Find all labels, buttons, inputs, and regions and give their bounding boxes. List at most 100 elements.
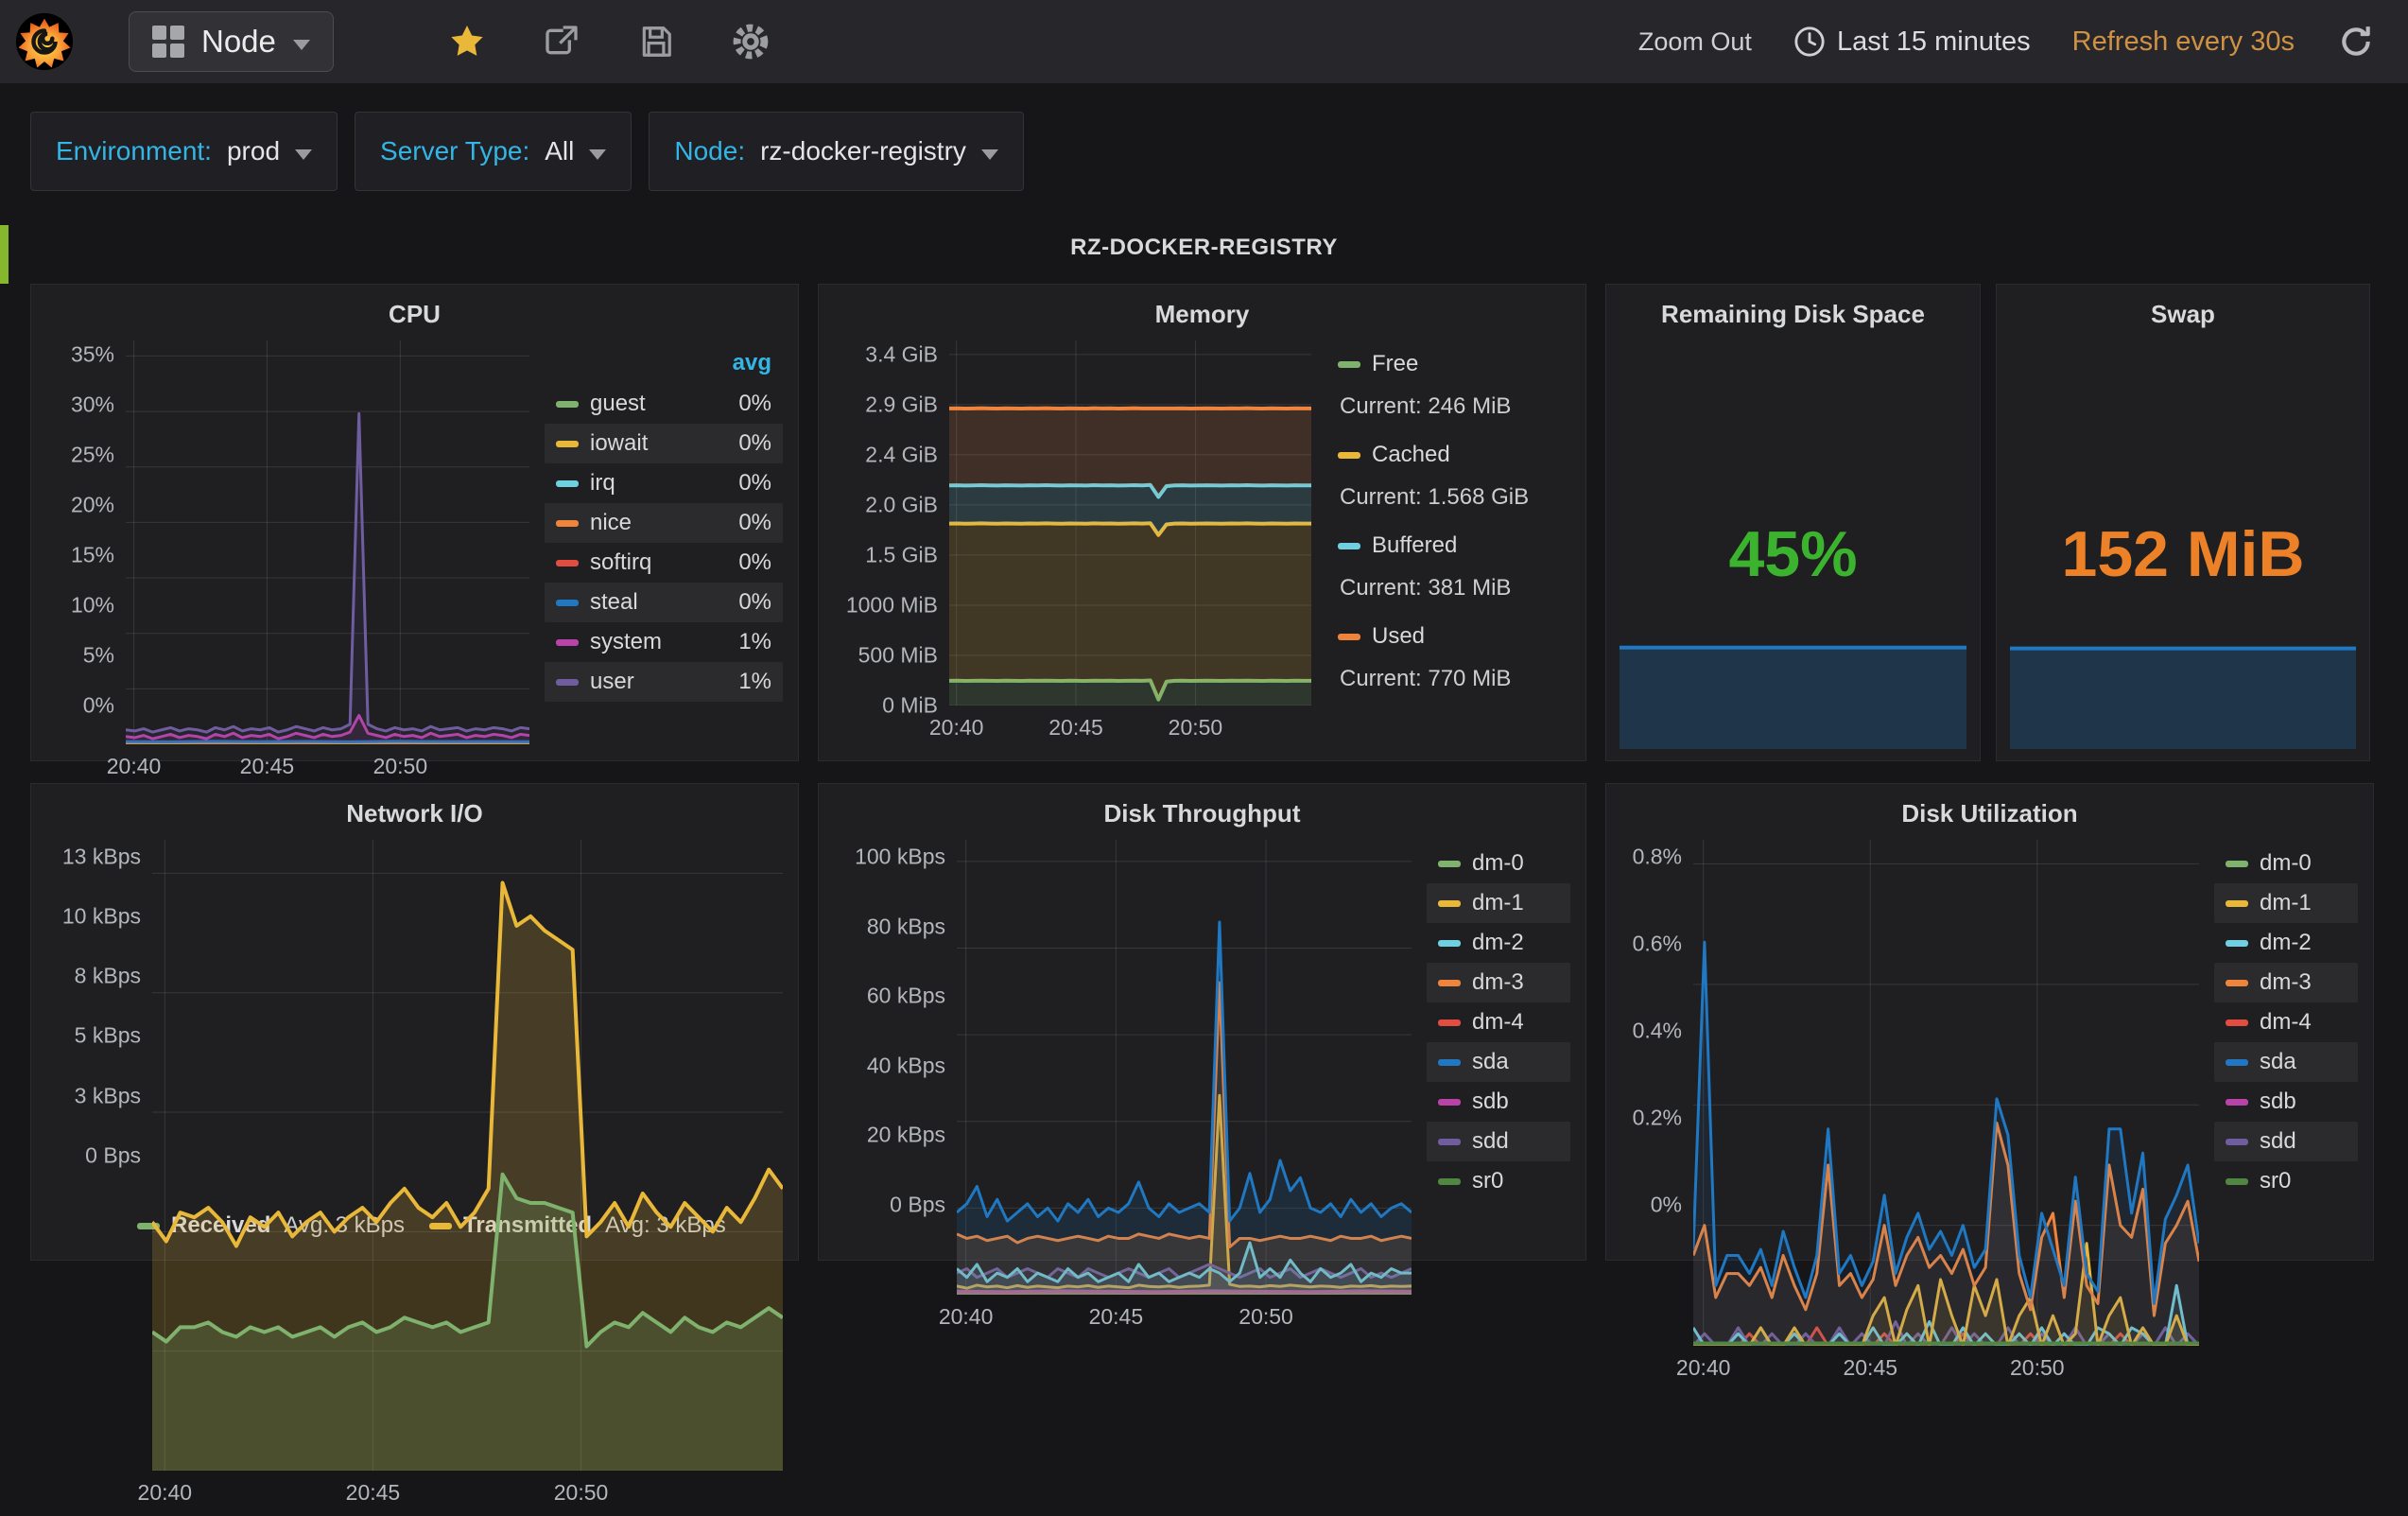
- chart-svg: [152, 840, 783, 1471]
- row-title[interactable]: RZ-DOCKER-REGISTRY: [0, 235, 2408, 261]
- x-tick-label: 20:50: [2010, 1355, 2065, 1381]
- star-icon[interactable]: [447, 22, 487, 61]
- legend-item-dm-2[interactable]: dm-2: [1427, 923, 1570, 963]
- legend-item-Buffered[interactable]: Buffered: [1326, 526, 1570, 566]
- chart-svg: [1693, 840, 2199, 1346]
- y-tick-label: 0 Bps: [85, 1143, 141, 1169]
- y-tick-label: 20 kBps: [867, 1123, 945, 1148]
- y-tick-label: 0%: [1651, 1193, 1682, 1218]
- x-tick-label: 20:40: [929, 715, 984, 741]
- gear-icon[interactable]: [731, 22, 771, 61]
- variable-label: Environment:: [56, 136, 212, 166]
- legend-item-sdd[interactable]: sdd: [2214, 1122, 2358, 1161]
- legend-swatch: [1438, 980, 1461, 986]
- y-tick-label: 0.6%: [1633, 932, 1682, 957]
- legend-swatch: [556, 480, 579, 487]
- cpu-chart[interactable]: [126, 340, 529, 744]
- dashboard-picker-button[interactable]: Node: [129, 11, 334, 72]
- legend-item-dm-2[interactable]: dm-2: [2214, 923, 2358, 963]
- save-icon[interactable]: [636, 22, 676, 61]
- disk-utilization-chart[interactable]: [1693, 840, 2199, 1346]
- share-icon[interactable]: [542, 22, 581, 61]
- legend-swatch: [2226, 940, 2248, 947]
- panel-title[interactable]: CPU: [46, 292, 783, 340]
- grafana-logo-icon[interactable]: [13, 7, 76, 77]
- x-tick-label: 20:45: [1089, 1304, 1144, 1330]
- y-tick-label: 40 kBps: [867, 1053, 945, 1078]
- refresh-interval-label[interactable]: Refresh every 30s: [2072, 26, 2295, 58]
- variable-value: rz-docker-registry: [760, 136, 966, 166]
- memory-chart[interactable]: [949, 340, 1311, 706]
- y-tick-label: 25%: [71, 442, 114, 467]
- legend-item-dm-0[interactable]: dm-0: [2214, 844, 2358, 883]
- disk-space-sparkline: [1620, 643, 1966, 749]
- legend-item-dm-1[interactable]: dm-1: [2214, 883, 2358, 923]
- legend-swatch: [2226, 980, 2248, 986]
- y-tick-label: 8 kBps: [75, 964, 141, 989]
- legend-item-dm-0[interactable]: dm-0: [1427, 844, 1570, 883]
- legend-item-Free[interactable]: Free: [1326, 344, 1570, 384]
- variable-value: prod: [227, 136, 280, 166]
- variable-label: Server Type:: [380, 136, 529, 166]
- panel-title[interactable]: Disk Throughput: [834, 792, 1570, 840]
- legend-item-sr0[interactable]: sr0: [1427, 1161, 1570, 1201]
- legend-item-Used[interactable]: Used: [1326, 617, 1570, 656]
- legend-item-dm-4[interactable]: dm-4: [1427, 1002, 1570, 1042]
- panel-title[interactable]: Swap: [2012, 292, 2354, 340]
- navbar: Node Zoom Out: [0, 0, 2408, 83]
- y-tick-label: 0.4%: [1633, 1019, 1682, 1044]
- y-tick-label: 1000 MiB: [846, 592, 938, 618]
- x-tick-label: 20:40: [107, 754, 162, 779]
- zoom-out-button[interactable]: Zoom Out: [1638, 27, 1752, 57]
- legend-swatch: [1338, 452, 1360, 459]
- legend-swatch: [1438, 1139, 1461, 1145]
- y-tick-label: 1.5 GiB: [865, 542, 938, 567]
- panel-title[interactable]: Memory: [834, 292, 1570, 340]
- disk-throughput-chart[interactable]: [957, 840, 1412, 1295]
- legend-swatch: [2226, 1139, 2248, 1145]
- legend-item-dm-4[interactable]: dm-4: [2214, 1002, 2358, 1042]
- legend-item-sda[interactable]: sda: [1427, 1042, 1570, 1082]
- legend-item-Cached[interactable]: Cached: [1326, 435, 1570, 475]
- variable-environment[interactable]: Environment: prod: [30, 112, 338, 191]
- x-tick-label: 20:50: [373, 754, 428, 779]
- chevron-down-icon: [293, 40, 310, 50]
- y-tick-label: 60 kBps: [867, 984, 945, 1009]
- panel-title[interactable]: Disk Utilization: [1621, 792, 2358, 840]
- legend-item-sdb[interactable]: sdb: [2214, 1082, 2358, 1122]
- variable-node[interactable]: Node: rz-docker-registry: [649, 112, 1024, 191]
- legend-item-sdb[interactable]: sdb: [1427, 1082, 1570, 1122]
- panel-title[interactable]: Network I/O: [46, 792, 783, 840]
- legend-item-sdd[interactable]: sdd: [1427, 1122, 1570, 1161]
- y-tick-label: 3.4 GiB: [865, 341, 938, 367]
- legend-item-sda[interactable]: sda: [2214, 1042, 2358, 1082]
- legend-swatch: [1338, 543, 1360, 549]
- legend-item-dm-3[interactable]: dm-3: [2214, 963, 2358, 1002]
- panel-disk-utilization: Disk Utilization 0%0.2%0.4%0.6%0.8% 20:4…: [1605, 783, 2374, 1261]
- legend-item-dm-1[interactable]: dm-1: [1427, 883, 1570, 923]
- variable-server-type[interactable]: Server Type: All: [355, 112, 632, 191]
- refresh-icon[interactable]: [2336, 22, 2376, 61]
- time-range-picker[interactable]: Last 15 minutes: [1793, 26, 2031, 58]
- variable-value: All: [545, 136, 574, 166]
- x-tick-label: 20:50: [554, 1480, 609, 1506]
- legend-item-sr0[interactable]: sr0: [2214, 1161, 2358, 1201]
- legend-item-dm-3[interactable]: dm-3: [1427, 963, 1570, 1002]
- y-tick-label: 13 kBps: [62, 844, 141, 869]
- network-chart[interactable]: [152, 840, 783, 1471]
- legend-swatch: [1438, 1178, 1461, 1185]
- panel-title[interactable]: Remaining Disk Space: [1621, 292, 1965, 340]
- chart-svg: [2010, 643, 2356, 749]
